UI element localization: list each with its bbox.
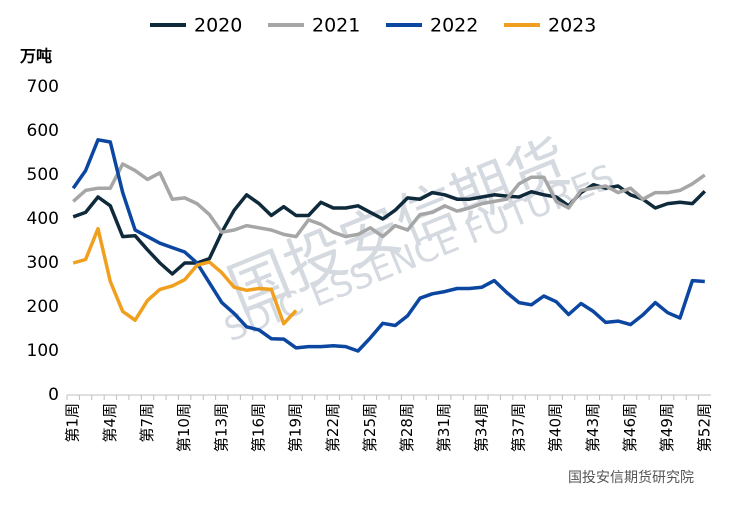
- x-tick-label: 第34周: [472, 403, 490, 452]
- unit-label: 万吨: [19, 47, 52, 66]
- source: 国投安信期货研究院: [568, 469, 694, 486]
- series-line: [72, 162, 706, 239]
- x-tick-label: 第52周: [695, 403, 713, 452]
- legend-label: 2021: [312, 15, 360, 37]
- x-tick-label: 第40周: [547, 403, 565, 452]
- series-line: [72, 226, 298, 326]
- legend-label: 2023: [548, 15, 596, 37]
- y-tick-label: 700: [27, 77, 59, 97]
- legend-label: 2022: [430, 15, 478, 37]
- y-tick-label: 600: [27, 121, 59, 141]
- x-tick-label: 第22周: [324, 403, 342, 452]
- x-tick-label: 第49周: [658, 403, 676, 452]
- x-tick-label: 第16周: [249, 403, 267, 452]
- y-tick-label: 500: [27, 165, 59, 185]
- y-tick-label: 300: [27, 253, 59, 273]
- x-tick-label: 第25周: [361, 403, 379, 452]
- y-tick-label: 100: [27, 341, 59, 361]
- x-tick-label: 第37周: [510, 403, 528, 452]
- x-tick-label: 第10周: [175, 403, 193, 452]
- y-tick-label: 200: [27, 297, 59, 317]
- x-tick-label: 第1周: [64, 403, 82, 443]
- x-tick-label: 第28周: [398, 403, 416, 452]
- series-line: [71, 138, 705, 353]
- legend-label: 2020: [194, 15, 242, 37]
- x-tick-label: 第31周: [435, 403, 453, 452]
- x-tick-label: 第19周: [287, 403, 305, 452]
- x-tick-label: 第7周: [138, 403, 156, 443]
- x-tick-label: 第43周: [584, 403, 602, 452]
- x-tick-label: 第13周: [212, 403, 230, 452]
- x-tick-label: 第4周: [101, 403, 119, 443]
- x-tick-label: 第46周: [621, 403, 639, 452]
- y-tick-label: 0: [48, 385, 59, 405]
- y-tick-label: 400: [27, 209, 59, 229]
